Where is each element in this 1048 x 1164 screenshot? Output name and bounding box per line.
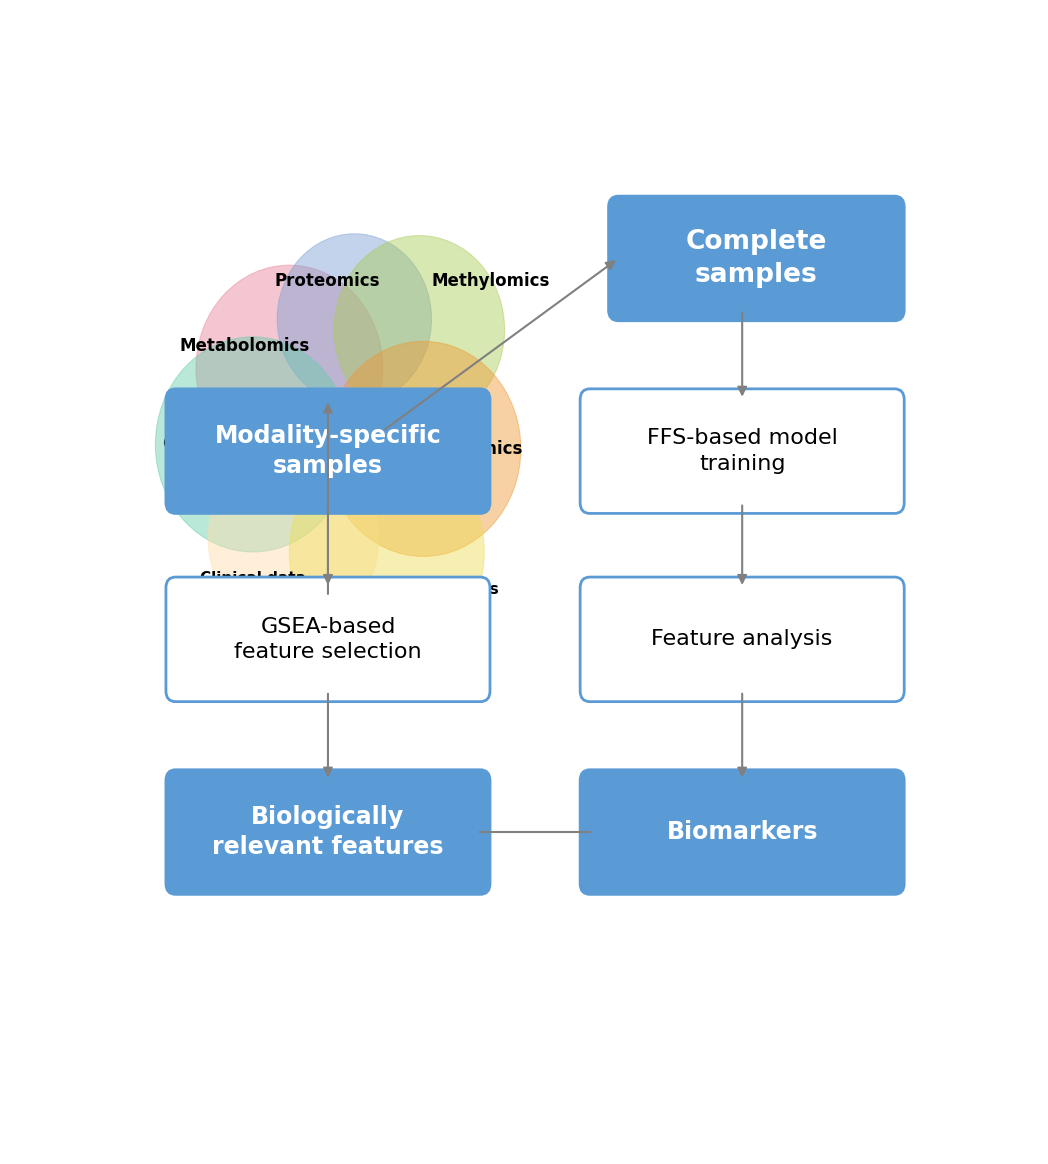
FancyBboxPatch shape <box>581 389 904 513</box>
Circle shape <box>334 235 505 424</box>
Circle shape <box>326 341 521 556</box>
Text: Methylomics: Methylomics <box>432 272 550 290</box>
FancyBboxPatch shape <box>166 769 490 894</box>
Text: Biomarkers: Biomarkers <box>667 821 817 844</box>
Text: Clinical data: Clinical data <box>200 572 306 587</box>
Text: Transcriptomics: Transcriptomics <box>374 440 523 457</box>
Circle shape <box>209 445 378 633</box>
Text: Complete
samples: Complete samples <box>685 229 827 288</box>
FancyBboxPatch shape <box>581 577 904 702</box>
Text: Modality-specific
samples: Modality-specific samples <box>215 424 441 478</box>
Text: Feature analysis: Feature analysis <box>652 630 833 650</box>
Text: FFS-based model
training: FFS-based model training <box>647 428 837 474</box>
FancyBboxPatch shape <box>166 389 490 513</box>
Circle shape <box>289 445 484 660</box>
Circle shape <box>196 265 383 471</box>
Circle shape <box>277 234 432 404</box>
Text: Genomics: Genomics <box>161 435 253 454</box>
FancyBboxPatch shape <box>609 197 904 321</box>
Text: Proteomics: Proteomics <box>275 272 380 290</box>
Circle shape <box>155 336 350 552</box>
FancyBboxPatch shape <box>581 769 904 894</box>
FancyBboxPatch shape <box>166 577 490 702</box>
Text: Inflammatory proteins: Inflammatory proteins <box>306 582 499 597</box>
Text: GSEA-based
feature selection: GSEA-based feature selection <box>234 617 421 662</box>
Text: Metabolomics: Metabolomics <box>180 336 310 355</box>
Text: Biologically
relevant features: Biologically relevant features <box>212 804 443 859</box>
